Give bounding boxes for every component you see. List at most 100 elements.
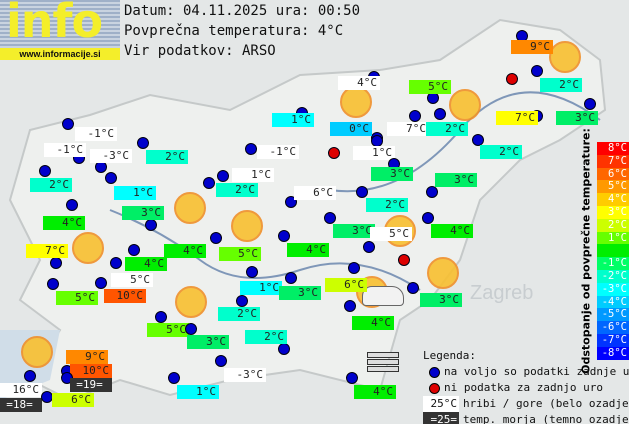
station-dot[interactable] xyxy=(217,170,229,182)
station-temperature-label[interactable]: -3°C xyxy=(224,368,266,382)
station-dot[interactable] xyxy=(356,186,368,198)
station-dot[interactable] xyxy=(62,118,74,130)
station-dot[interactable] xyxy=(409,110,421,122)
station-temperature-label[interactable]: 2°C xyxy=(218,307,260,321)
station-dot[interactable] xyxy=(422,212,434,224)
station-temperature-label[interactable]: 3°C xyxy=(420,293,462,307)
station-temperature-label[interactable]: 1°C xyxy=(177,385,219,399)
station-dot[interactable] xyxy=(472,134,484,146)
station-temperature-label[interactable]: 2°C xyxy=(146,150,188,164)
station-temperature-label[interactable]: 5°C xyxy=(147,323,189,337)
logo-url[interactable]: www.informacije.si xyxy=(0,48,120,60)
station-temperature-label[interactable]: 4°C xyxy=(431,224,473,238)
station-temperature-label[interactable]: 4°C xyxy=(352,316,394,330)
station-dot[interactable] xyxy=(137,137,149,149)
station-dot[interactable] xyxy=(531,65,543,77)
station-dot[interactable] xyxy=(50,257,62,269)
station-temperature-label[interactable]: 7°C xyxy=(387,122,429,136)
station-temperature-label[interactable]: 9°C xyxy=(511,40,553,54)
station-temperature-label[interactable]: 4°C xyxy=(43,216,85,230)
station-temperature-label[interactable]: 7°C xyxy=(496,111,538,125)
station-dot[interactable] xyxy=(346,372,358,384)
station-dot-missing[interactable] xyxy=(398,254,410,266)
station-dot-missing[interactable] xyxy=(328,147,340,159)
station-temperature-label[interactable]: -1°C xyxy=(257,145,299,159)
station-dot[interactable] xyxy=(426,186,438,198)
station-temperature-label[interactable]: 4°C xyxy=(125,257,167,271)
station-dot[interactable] xyxy=(245,143,257,155)
station-temperature-label[interactable]: 1°C xyxy=(240,281,282,295)
station-temperature-label[interactable]: 6°C xyxy=(52,393,94,407)
station-dot[interactable] xyxy=(185,323,197,335)
station-temperature-label[interactable]: 1°C xyxy=(272,113,314,127)
station-temperature-label[interactable]: 2°C xyxy=(540,78,582,92)
station-dot[interactable] xyxy=(236,295,248,307)
station-temperature-label[interactable]: 9°C xyxy=(66,350,108,364)
station-temperature-label[interactable]: 3°C xyxy=(371,167,413,181)
station-temperature-label[interactable]: 3°C xyxy=(333,224,375,238)
station-dot[interactable] xyxy=(210,232,222,244)
station-dot[interactable] xyxy=(24,370,36,382)
station-dot[interactable] xyxy=(285,272,297,284)
station-dot[interactable] xyxy=(168,372,180,384)
station-dot[interactable] xyxy=(324,212,336,224)
station-temperature-label[interactable]: 6°C xyxy=(294,186,336,200)
station-temperature-label[interactable]: -1°C xyxy=(44,143,86,157)
station-temperature-label[interactable]: =19= xyxy=(70,378,112,392)
station-dot[interactable] xyxy=(363,241,375,253)
station-dot[interactable] xyxy=(128,244,140,256)
station-temperature-label[interactable]: 4°C xyxy=(164,244,206,258)
station-temperature-label[interactable]: 3°C xyxy=(122,206,164,220)
station-temperature-label[interactable]: 2°C xyxy=(480,145,522,159)
station-dot[interactable] xyxy=(39,165,51,177)
station-dot[interactable] xyxy=(66,199,78,211)
station-temperature-label[interactable]: 1°C xyxy=(353,146,395,160)
station-temperature-label[interactable]: 2°C xyxy=(366,198,408,212)
station-temperature-label[interactable]: 5°C xyxy=(111,273,153,287)
station-temperature-label[interactable]: 1°C xyxy=(114,186,156,200)
station-temperature-label[interactable]: 3°C xyxy=(279,286,321,300)
station-dot[interactable] xyxy=(145,219,157,231)
station-temperature-label[interactable]: 5°C xyxy=(370,227,412,241)
station-temperature-label[interactable]: 2°C xyxy=(245,330,287,344)
station-dot[interactable] xyxy=(203,177,215,189)
station-temperature-label[interactable]: 6°C xyxy=(325,278,367,292)
station-dot[interactable] xyxy=(215,355,227,367)
station-temperature-label[interactable]: 5°C xyxy=(219,247,261,261)
station-dot[interactable] xyxy=(155,311,167,323)
station-temperature-label[interactable]: 4°C xyxy=(287,243,329,257)
station-temperature-label[interactable]: 3°C xyxy=(187,335,229,349)
station-temperature-label[interactable]: 1°C xyxy=(232,168,274,182)
station-dot[interactable] xyxy=(110,257,122,269)
station-temperature-label[interactable]: 5°C xyxy=(56,291,98,305)
station-temperature-label[interactable]: 7°C xyxy=(26,244,68,258)
station-temperature-label[interactable]: 10°C xyxy=(104,289,146,303)
station-temperature-label[interactable]: 4°C xyxy=(338,76,380,90)
station-temperature-label[interactable]: 16°C xyxy=(0,383,42,397)
station-temperature-label[interactable]: =18= xyxy=(0,398,42,412)
station-dot[interactable] xyxy=(47,278,59,290)
station-dot[interactable] xyxy=(434,108,446,120)
station-temperature-label[interactable]: 2°C xyxy=(216,183,258,197)
station-temperature-label[interactable]: -1°C xyxy=(75,127,117,141)
station-dot[interactable] xyxy=(278,343,290,355)
station-dot[interactable] xyxy=(344,300,356,312)
logo[interactable]: info www.informacije.si xyxy=(0,0,120,60)
station-temperature-label[interactable]: 10°C xyxy=(70,364,112,378)
station-temperature-label[interactable]: 5°C xyxy=(409,80,451,94)
station-dot[interactable] xyxy=(584,98,596,110)
station-temperature-label[interactable]: -3°C xyxy=(90,149,132,163)
station-temperature-label[interactable]: 2°C xyxy=(30,178,72,192)
station-dot-missing[interactable] xyxy=(506,73,518,85)
station-temperature-label[interactable]: 4°C xyxy=(354,385,396,399)
station-temperature-label[interactable]: 2°C xyxy=(426,122,468,136)
station-temperature-label[interactable]: 3°C xyxy=(556,111,598,125)
station-dot[interactable] xyxy=(348,262,360,274)
station-temperature-label[interactable]: 0°C xyxy=(330,122,372,136)
station-dot[interactable] xyxy=(105,172,117,184)
station-dot[interactable] xyxy=(95,277,107,289)
station-temperature-label[interactable]: 3°C xyxy=(435,173,477,187)
station-dot[interactable] xyxy=(278,230,290,242)
station-dot[interactable] xyxy=(246,266,258,278)
station-dot[interactable] xyxy=(407,282,419,294)
